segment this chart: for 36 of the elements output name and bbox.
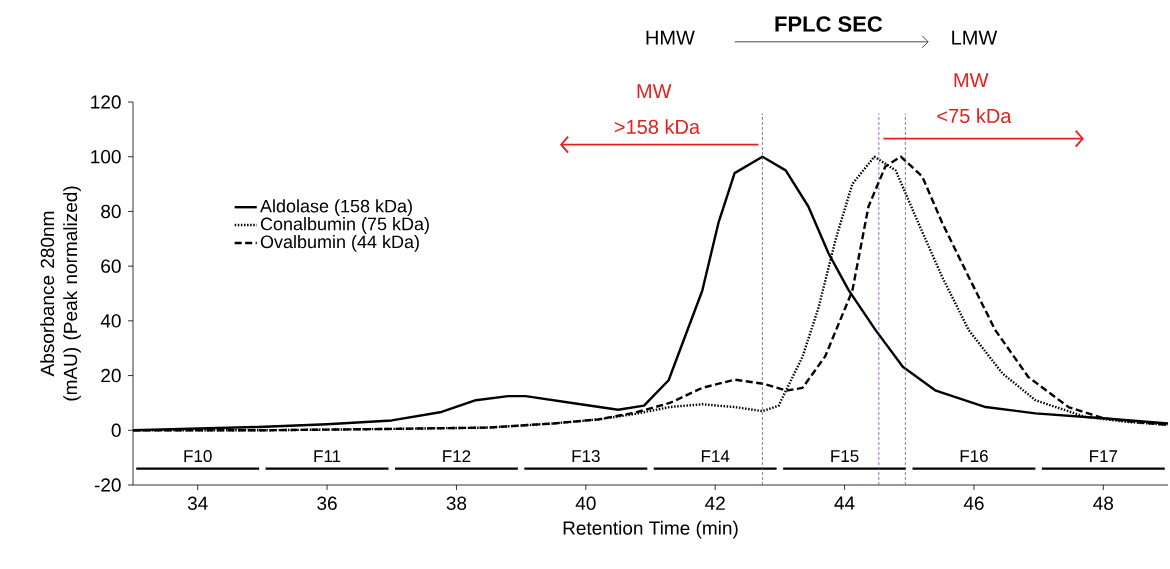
annotation: F17 (1090, 450, 1118, 463)
x-tick-label: 48 (1093, 496, 1114, 510)
chart-title: FPLC SEC (775, 16, 883, 32)
annotation: F10 (184, 450, 212, 463)
text: MW (637, 84, 672, 98)
annotation: F16 (960, 450, 988, 463)
text: LMW (952, 30, 998, 45)
text: HMW (646, 30, 695, 45)
legend-label: Conalbumin (75 kDa) (260, 217, 429, 234)
y-tick-label: 40 (100, 314, 121, 328)
x-axis-title: Retention Time (min) (563, 520, 738, 539)
annotation: F13 (572, 450, 600, 463)
y-axis-title: Absorbance 280nm (mAU) (Peak normalized) (40, 186, 81, 401)
annotation: F14 (701, 450, 730, 463)
y-tick-label: 80 (101, 204, 121, 219)
text: MW (954, 73, 989, 87)
annotation: F12 (443, 450, 471, 463)
annotation: <75 kDa (937, 108, 1012, 124)
x-tick-label: 44 (834, 496, 855, 510)
annotation: >158 kDa (614, 119, 701, 134)
x-tick-label: 38 (446, 496, 467, 510)
x-tick-label: 40 (575, 496, 596, 510)
x-tick-label: 42 (705, 496, 725, 510)
x-tick-label: 46 (963, 496, 984, 510)
annotation: F15 (831, 450, 859, 463)
y-tick-label: 120 (91, 95, 121, 109)
y-tick-label: -20 (94, 478, 121, 492)
y-tick-label: 0 (111, 423, 121, 438)
x-tick-label: 34 (187, 496, 208, 510)
y-tick-label: 20 (101, 368, 121, 383)
y-tick-label: 100 (91, 149, 121, 164)
y-tick-label: 60 (101, 259, 121, 273)
x-tick-label: 36 (317, 496, 337, 510)
legend-label: Aldolase (158 kDa) (260, 199, 412, 217)
legend-label: Ovalbumin (44 kDa) (260, 235, 419, 252)
annotation: F11 (314, 450, 341, 463)
